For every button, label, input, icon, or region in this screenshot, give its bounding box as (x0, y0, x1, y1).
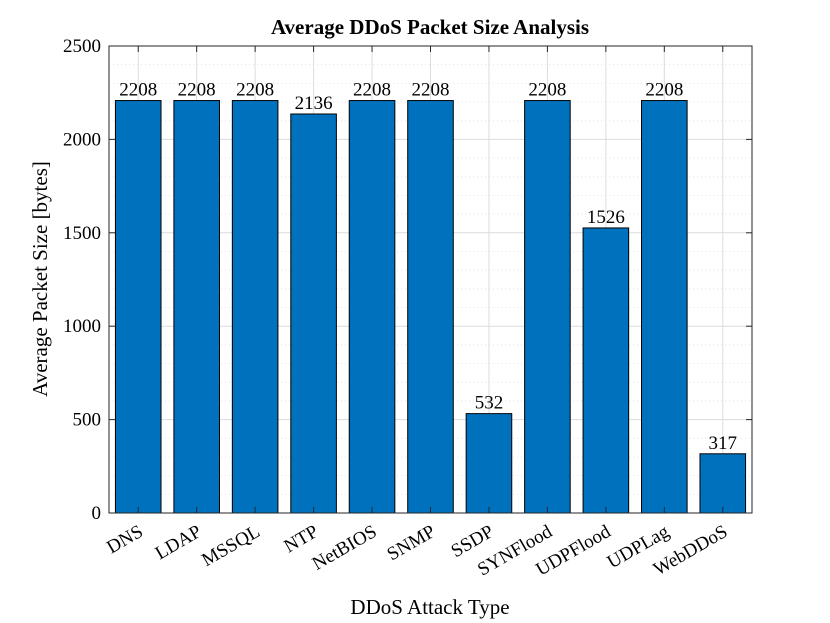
data-label-ssdp: 532 (475, 393, 504, 414)
bar-ssdp (465, 413, 513, 514)
chart-title: Average DDoS Packet Size Analysis (271, 15, 589, 39)
data-label-dns: 2208 (119, 80, 157, 101)
data-label-snmp: 2208 (412, 80, 450, 101)
bar-udpflood (582, 227, 630, 514)
bar-synflood (524, 100, 571, 514)
y-tick-label: 2000 (63, 129, 101, 150)
bar-ntp (290, 113, 337, 514)
bar-udplag (641, 100, 688, 514)
data-label-webddos: 317 (709, 433, 738, 454)
y-axis-label: Average Packet Size [bytes] (28, 161, 52, 397)
bars (114, 100, 747, 514)
bar-webddos (699, 453, 747, 514)
data-label-mssql: 2208 (236, 80, 274, 101)
y-tick-label: 2500 (63, 36, 101, 57)
y-tick-label: 1500 (63, 223, 101, 244)
data-label-netbios: 2208 (353, 80, 391, 101)
bar-netbios (348, 100, 396, 514)
bar-ldap (173, 100, 220, 514)
y-tick-label: 1000 (63, 316, 101, 337)
data-label-synflood: 2208 (528, 80, 566, 101)
x-axis-label: DDoS Attack Type (350, 595, 509, 619)
data-label-ldap: 2208 (178, 80, 216, 101)
data-labels: 2208 2208 2208 2136 2208 2208 532 2208 1526 2208 3… (119, 80, 737, 454)
y-tick-label: 500 (73, 410, 102, 431)
data-label-udpflood: 1526 (587, 207, 625, 228)
bar-mssql (231, 100, 279, 514)
data-label-udplag: 2208 (645, 80, 683, 101)
data-label-ntp: 2136 (295, 93, 333, 114)
bar-dns (114, 100, 162, 514)
y-tick-label: 0 (92, 503, 102, 524)
bar-snmp (407, 100, 454, 514)
